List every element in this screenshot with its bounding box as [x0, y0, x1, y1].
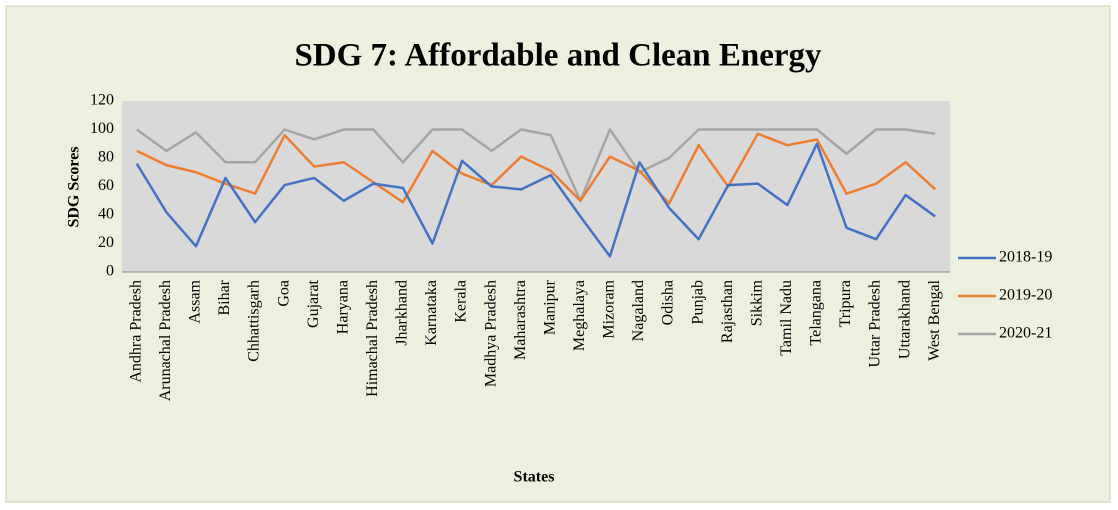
x-tick-label: Tripura — [837, 280, 854, 327]
x-tick-label: Punjab — [689, 280, 706, 324]
x-tick-label: Meghalaya — [571, 280, 588, 351]
x-tick-label: Uttar Pradesh — [867, 280, 884, 368]
x-tick-label: Himachal Pradesh — [364, 280, 381, 397]
legend-label: 2019-20 — [999, 287, 1052, 304]
x-tick-label: Karnataka — [423, 280, 440, 346]
x-tick-label: Jharkhand — [394, 280, 411, 346]
chart-title: SDG 7: Affordable and Clean Energy — [294, 38, 822, 74]
x-tick-label: Nagaland — [630, 280, 647, 341]
x-tick-label: Telangana — [808, 280, 825, 346]
plot-area — [122, 101, 950, 272]
x-axis-title: States — [514, 469, 555, 486]
y-tick-label: 0 — [106, 263, 114, 280]
y-tick-label: 40 — [98, 206, 114, 223]
line-series — [136, 128, 936, 202]
x-tick-label: Arunachal Pradesh — [157, 280, 174, 401]
x-tick-label: Chhattisgarh — [246, 280, 263, 362]
y-tick-label: 120 — [90, 92, 114, 109]
x-tick-label: Andhra Pradesh — [127, 280, 144, 383]
x-tick-label: Manipur — [541, 279, 558, 335]
line-series — [136, 132, 937, 205]
x-tick-label: Uttarakhand — [896, 280, 913, 359]
x-tick-label: Goa — [275, 280, 292, 307]
x-tick-label: Kerala — [453, 280, 470, 323]
y-tick-label: 80 — [98, 149, 114, 166]
x-tick-label: Odisha — [660, 280, 677, 325]
x-tick-label: Haryana — [334, 280, 351, 334]
y-tick-label: 100 — [90, 120, 114, 137]
x-tick-label: Bihar — [216, 279, 233, 315]
x-tick-label: Tamil Nadu — [778, 280, 795, 356]
line-series — [135, 142, 936, 258]
legend-label: 2020-21 — [999, 325, 1052, 342]
x-tick-label: Maharashtra — [512, 280, 529, 360]
legend-label: 2018-19 — [999, 249, 1052, 266]
x-tick-label: Madhya Pradesh — [482, 280, 499, 387]
x-tick-label: West Bengal — [926, 279, 943, 360]
y-tick-label: 60 — [98, 177, 114, 194]
y-axis-title: SDG Scores — [66, 146, 83, 227]
x-tick-label: Mizoram — [601, 279, 618, 338]
x-tick-label: Assam — [187, 279, 204, 323]
x-tick-label: Rajasthan — [719, 280, 736, 343]
x-tick-label: Gujarat — [305, 279, 322, 328]
y-tick-label: 20 — [98, 234, 114, 251]
x-tick-label: Sikkim — [748, 279, 765, 326]
